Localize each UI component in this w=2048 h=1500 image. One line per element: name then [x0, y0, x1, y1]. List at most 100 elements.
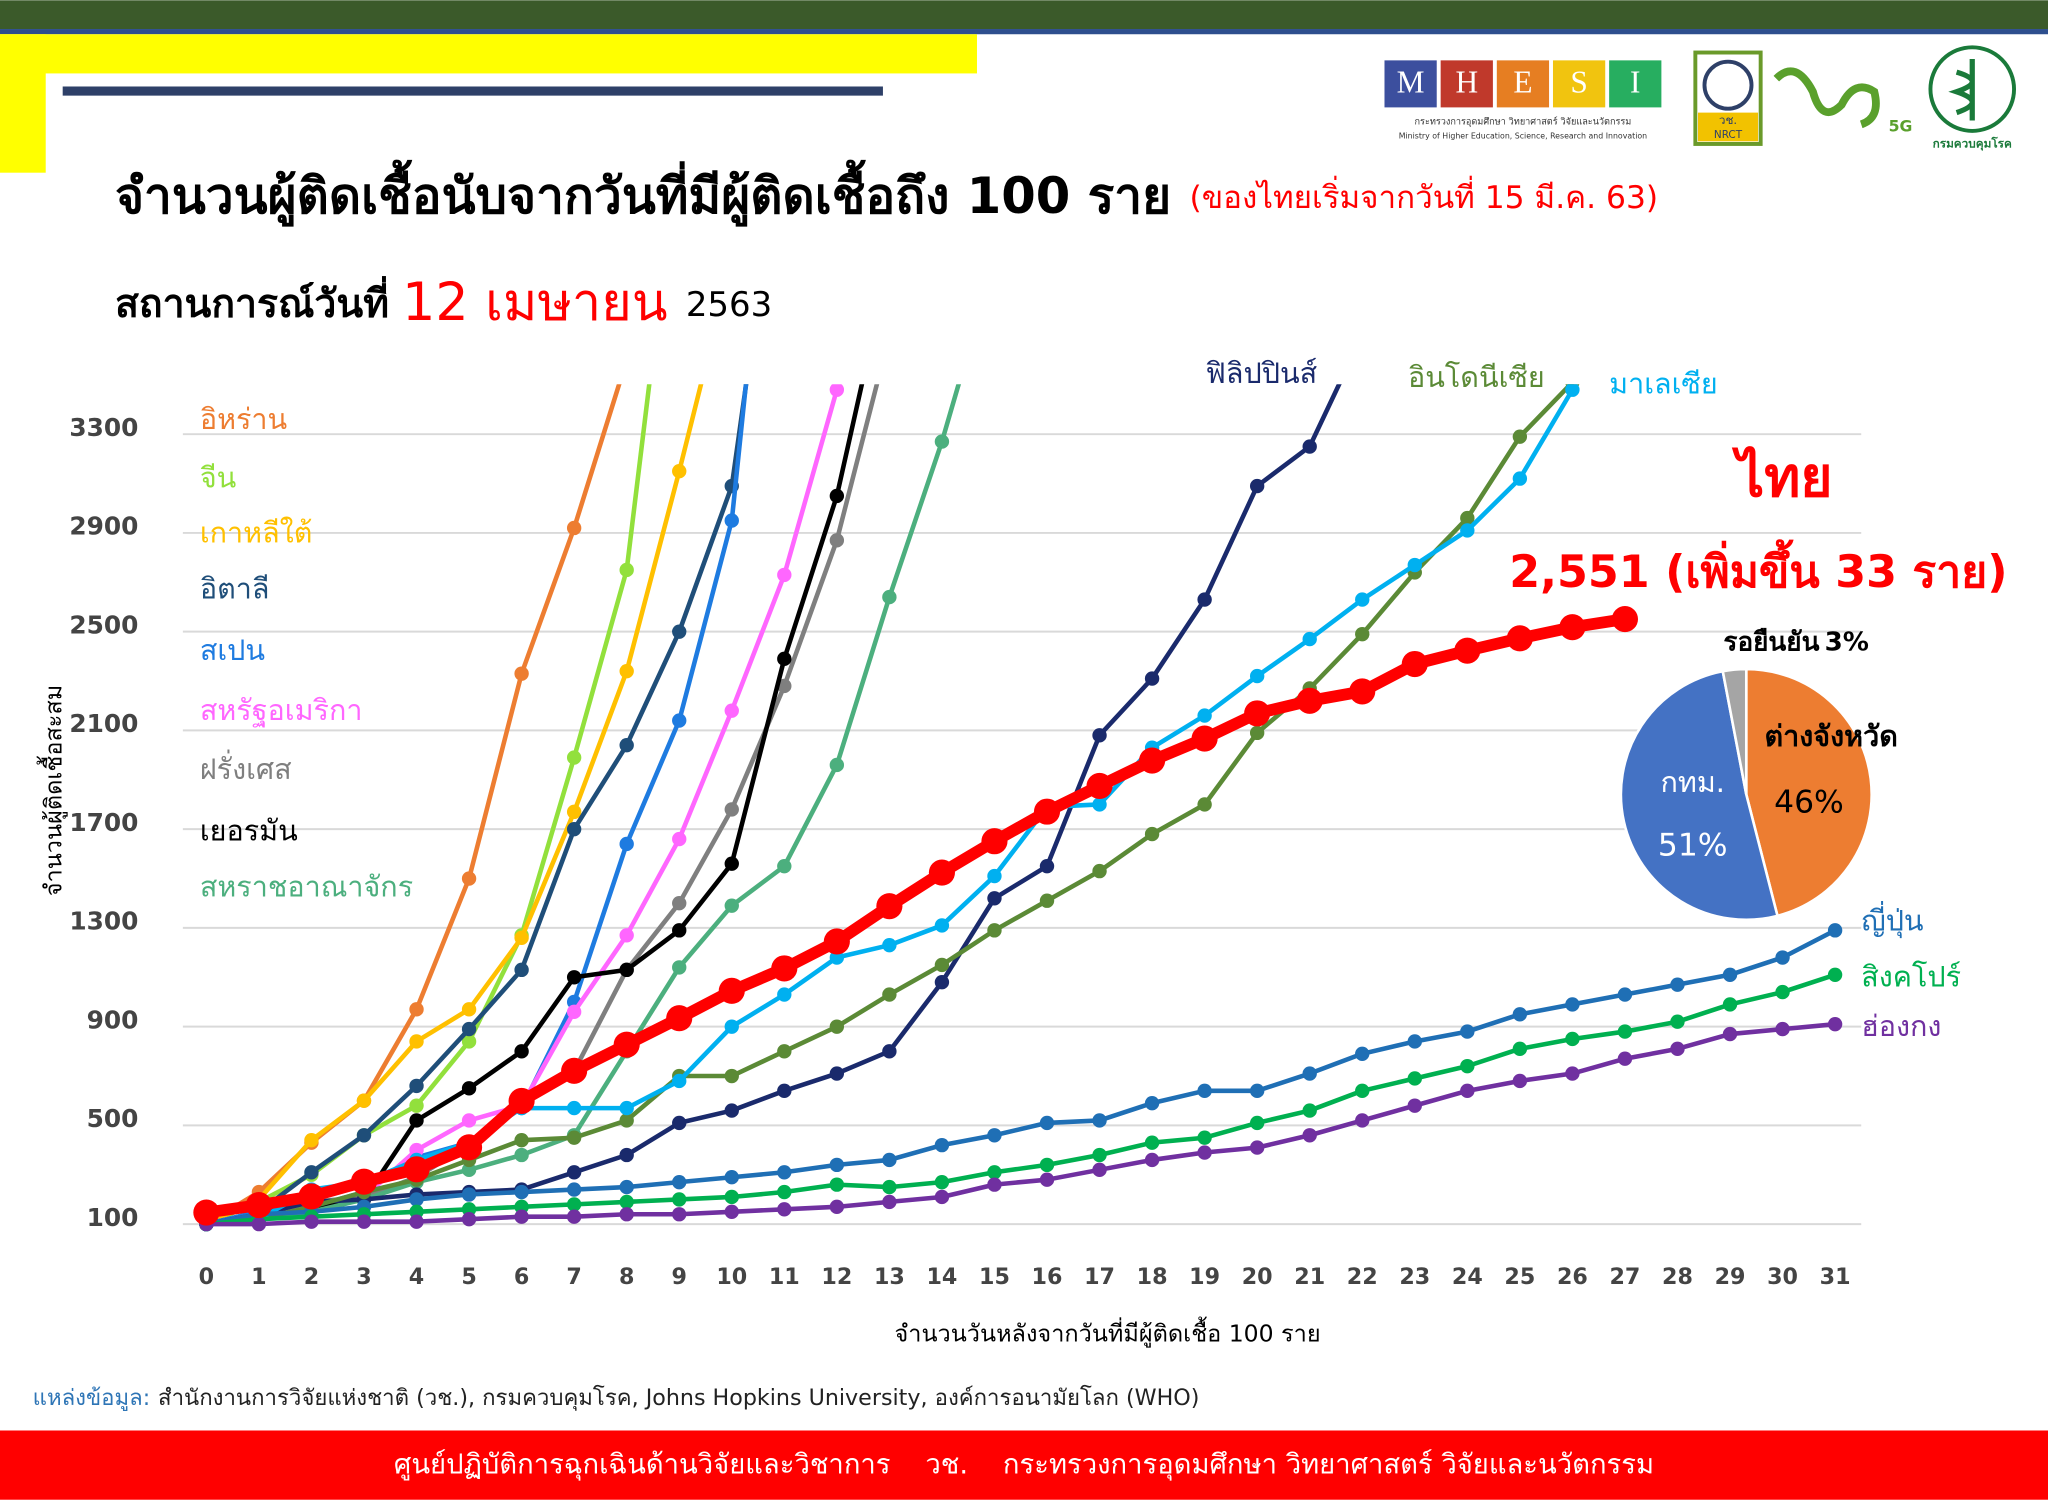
source-label: แหล่งข้อมูล:: [33, 1384, 151, 1410]
data-point: [613, 1031, 640, 1058]
data-point: [1249, 1083, 1265, 1099]
x-tick-label: 14: [926, 1264, 957, 1290]
data-point: [1144, 1152, 1160, 1168]
data-point: [1355, 1113, 1370, 1128]
data-point: [566, 750, 582, 765]
x-tick-label: 12: [821, 1264, 852, 1290]
data-point: [1775, 984, 1790, 1000]
data-point: [356, 1128, 372, 1143]
x-tick-label: 13: [874, 1264, 905, 1290]
data-point: [1302, 1128, 1317, 1143]
pie-value-label: 46%: [1774, 785, 1844, 821]
x-axis-label: จำนวนวันหลังจากวันที่มีผู้ติดเชื้อ 100 ร…: [895, 1317, 1321, 1349]
y-tick-label: 1700: [69, 808, 138, 837]
nrct-band: [1697, 112, 1759, 142]
data-point: [987, 1177, 1002, 1192]
data-point: [566, 1165, 582, 1180]
data-point: [461, 1187, 477, 1202]
data-point: [672, 1192, 687, 1207]
data-point: [1401, 650, 1428, 678]
data-point: [777, 858, 792, 874]
x-tick-label: 21: [1294, 1264, 1325, 1290]
data-point: [882, 1152, 897, 1168]
data-point: [1407, 1098, 1422, 1113]
data-point: [409, 1192, 424, 1207]
series-line: [205, 613, 1626, 1219]
data-point: [987, 1128, 1002, 1143]
data-point: [1460, 1083, 1475, 1099]
data-point: [724, 1019, 739, 1034]
data-point: [566, 1197, 582, 1212]
data-point: [1197, 1145, 1212, 1160]
data-point: [672, 960, 687, 975]
pie-slice: [1619, 669, 1780, 922]
data-point: [1244, 700, 1271, 727]
y-tick-label: 2500: [69, 610, 138, 639]
series-group: [193, 131, 1843, 1232]
data-point: [777, 987, 792, 1002]
data-point: [514, 1133, 529, 1148]
footer-bar: [0, 1430, 2048, 1500]
data-point: [1139, 747, 1166, 774]
x-tick-label: 3: [356, 1264, 371, 1290]
data-point: [672, 131, 686, 145]
data-point: [566, 1100, 582, 1116]
data-point: [987, 254, 1001, 268]
data-point: [987, 868, 1002, 884]
data-point: [461, 1002, 477, 1017]
logo-text: วช.: [1719, 113, 1737, 127]
data-point: [829, 1177, 845, 1192]
data-point: [1144, 826, 1160, 842]
series-label: จีน: [200, 461, 236, 495]
pie-category: กทม.: [1661, 765, 1725, 799]
data-point: [1565, 997, 1580, 1012]
data-point: [672, 1073, 687, 1089]
data-point: [566, 1182, 582, 1197]
data-point: [566, 1209, 582, 1224]
data-point: [829, 533, 845, 548]
data-point: [882, 254, 896, 268]
data-point: [1249, 725, 1265, 741]
data-point: [1144, 1095, 1160, 1111]
data-point: [620, 353, 634, 367]
date: 12 เมษายน: [402, 273, 667, 333]
data-point: [672, 624, 687, 639]
data-point: [1197, 797, 1212, 812]
series-label: เกาหลีใต้: [200, 515, 313, 549]
x-tick-label: 8: [619, 1264, 634, 1290]
data-point: [1407, 557, 1422, 573]
top-line: [0, 29, 2048, 35]
subtitle: (ของไทยเริ่มจากวันที่ 15 มี.ค. 63): [1189, 175, 1658, 216]
vor-logo: [1773, 67, 1880, 129]
data-point: [193, 1199, 220, 1226]
data-point: [619, 928, 634, 943]
data-point: [1460, 510, 1475, 526]
data-point: [409, 1204, 424, 1219]
data-point: [987, 923, 1002, 938]
data-point: [356, 1214, 372, 1229]
data-point: [1722, 1026, 1738, 1042]
footer: ศูนย์ปฏิบัติการฉุกเฉินด้านวิจัยและวิชากา…: [394, 1448, 1654, 1481]
series-label: สิงคโปร์: [1861, 960, 1961, 994]
y-tick-label: 1300: [69, 907, 138, 936]
logo-letter: I: [1630, 64, 1640, 99]
data-point: [619, 1113, 634, 1128]
data-point: [724, 1204, 739, 1219]
data-point: [829, 757, 845, 773]
y-tick-label: 500: [87, 1104, 139, 1133]
data-point: [409, 1002, 424, 1017]
data-point: [934, 957, 950, 973]
data-point: [829, 1066, 845, 1081]
data-point: [461, 1162, 477, 1177]
data-point: [672, 1115, 687, 1131]
series-label: ฟิลิปปินส์: [1206, 356, 1318, 390]
data-point: [356, 1093, 372, 1108]
series-label: สหรัฐอเมริกา: [200, 693, 363, 727]
x-tick-label: 17: [1084, 1264, 1115, 1290]
data-point: [461, 1202, 477, 1217]
data-point: [409, 1214, 424, 1229]
logo-letter: S: [1570, 64, 1587, 99]
pie-value-label: 3%: [1825, 627, 1869, 657]
x-tick-label: 15: [979, 1264, 1010, 1290]
x-tick-label: 4: [409, 1264, 424, 1290]
